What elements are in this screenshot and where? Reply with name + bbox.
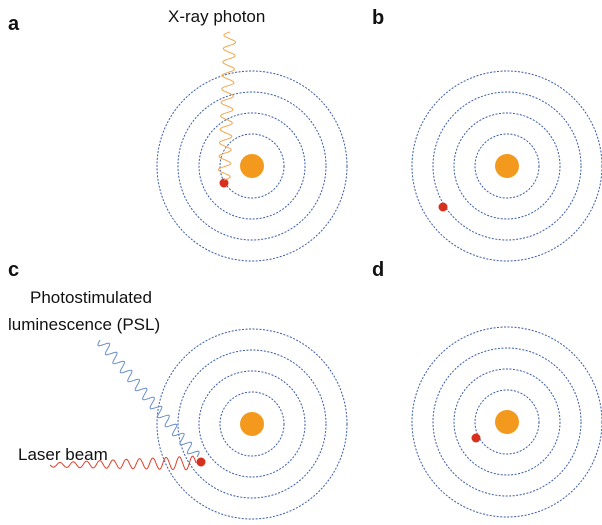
panel-label: c [8, 259, 19, 281]
psl-label: Photostimulated [30, 288, 152, 307]
nucleus [240, 154, 264, 178]
atoms [50, 32, 602, 519]
panel-label: a [8, 13, 20, 35]
panel-label: b [372, 7, 384, 29]
electron [472, 434, 481, 443]
xray-label: X-ray photon [168, 7, 265, 26]
nucleus [240, 412, 264, 436]
laser-label: Laser beam [18, 445, 108, 464]
nucleus [495, 154, 519, 178]
figure: a b c d X-ray photon Photostimulated lum… [0, 0, 602, 525]
electron [197, 458, 206, 467]
wave [219, 32, 236, 180]
panel-label: d [372, 259, 384, 281]
nucleus [495, 410, 519, 434]
electron [439, 203, 448, 212]
psl-label: luminescence (PSL) [8, 315, 160, 334]
